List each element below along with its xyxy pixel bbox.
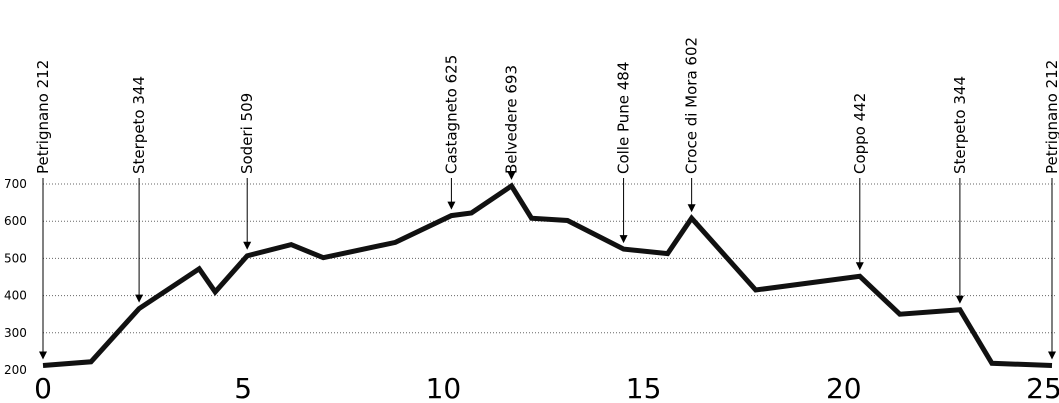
marker-arrow: [447, 201, 456, 210]
x-tick-label: 15: [626, 372, 662, 403]
marker-arrow: [507, 171, 516, 180]
marker-arrow: [955, 295, 964, 304]
marker-arrow: [39, 351, 47, 360]
waypoint-label: Colle Pune 484: [615, 62, 633, 174]
marker-arrow: [855, 262, 864, 271]
y-tick-label: 500: [4, 251, 27, 265]
y-tick-label: 400: [4, 289, 27, 303]
waypoint-labels: Petrignano 212 Sterpeto 344 Soderi 509 Cast…: [34, 37, 1059, 174]
waypoint-label: Soderi 509: [238, 93, 256, 174]
marker-arrow: [135, 294, 144, 303]
waypoint-label: Belvedere 693: [502, 65, 520, 174]
profile-series: [42, 182, 1053, 368]
waypoint-label: Petrignano 212: [1043, 60, 1059, 174]
waypoint-label: Sterpeto 344: [951, 76, 969, 174]
waypoint-label: Petrignano 212: [34, 60, 52, 174]
marker-arrow: [1047, 351, 1056, 360]
y-axis-ticks: 200 300 400 500 600 700: [4, 177, 27, 377]
y-tick-label: 300: [4, 326, 27, 340]
marker-arrow: [687, 204, 696, 213]
waypoint-label: Castagneto 625: [442, 55, 460, 174]
x-tick-label: 20: [826, 372, 862, 403]
x-tick-label: 10: [426, 372, 462, 403]
x-tick-label: 5: [234, 372, 252, 403]
marker-arrow: [619, 235, 628, 244]
y-tick-label: 200: [4, 363, 27, 377]
elevation-line: [42, 182, 1053, 368]
waypoint-markers: [39, 171, 1056, 360]
x-axis-ticks: 0 5 10 15 20 25: [34, 372, 1059, 403]
waypoint-label: Sterpeto 344: [130, 76, 148, 174]
marker-arrow: [243, 241, 252, 250]
y-tick-label: 600: [4, 214, 27, 228]
grid-lines: [43, 183, 1056, 334]
x-tick-label: 0: [34, 372, 52, 403]
waypoint-label: Croce di Mora 602: [683, 37, 701, 174]
waypoint-label: Coppo 442: [851, 93, 869, 174]
x-tick-label: 25: [1026, 372, 1059, 403]
y-tick-label: 700: [4, 177, 27, 191]
